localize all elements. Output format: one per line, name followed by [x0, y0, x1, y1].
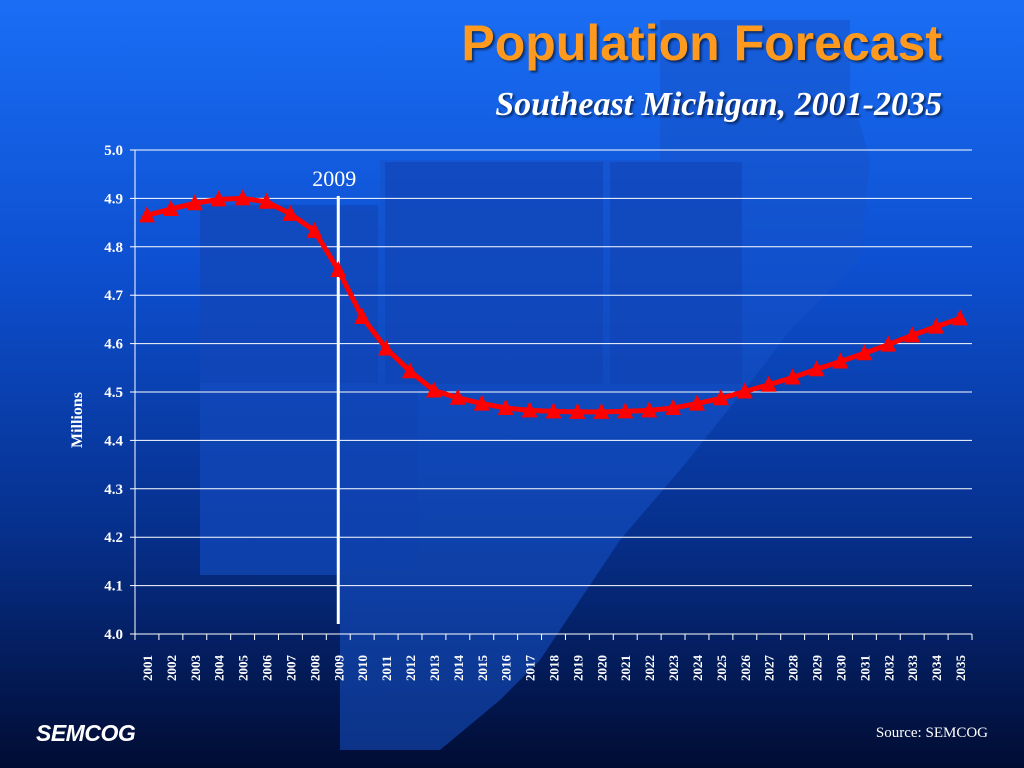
data-point-2003	[186, 194, 203, 211]
county-block	[610, 162, 742, 384]
y-tick-label: 4.3	[104, 482, 123, 498]
x-tick-label: 2030	[833, 655, 848, 681]
x-tick-label: 2032	[881, 655, 896, 681]
y-tick-label: 4.9	[104, 191, 123, 207]
x-tick-label: 2002	[164, 655, 179, 681]
data-point-2005	[234, 189, 251, 206]
data-point-2033	[904, 326, 921, 343]
y-tick-label: 4.2	[104, 530, 123, 546]
data-point-2015	[473, 394, 490, 411]
x-tick-label: 2020	[594, 655, 609, 681]
data-point-2031	[856, 344, 873, 361]
county-block	[385, 162, 603, 384]
x-tick-label: 2034	[929, 655, 944, 682]
x-tick-label: 2009	[331, 655, 346, 682]
x-tick-label: 2006	[260, 655, 275, 682]
slide-subtitle: Southeast Michigan, 2001-2035	[495, 86, 942, 123]
y-tick-label: 5.0	[104, 143, 123, 159]
data-point-2017	[521, 401, 538, 418]
data-point-2023	[665, 398, 682, 415]
y-tick-label: 4.7	[104, 288, 123, 304]
x-tick-label: 2010	[355, 655, 370, 681]
x-tick-label: 2033	[905, 655, 920, 682]
x-tick-label: 2005	[236, 655, 251, 682]
slide-title: Population Forecast	[461, 15, 942, 71]
data-point-2027	[760, 375, 777, 392]
x-tick-label: 2012	[403, 655, 418, 681]
x-tick-label: 2031	[857, 655, 872, 681]
data-point-2019	[569, 402, 586, 419]
x-tick-label: 2008	[307, 655, 322, 682]
data-point-2012	[402, 362, 419, 379]
x-tick-label: 2018	[547, 655, 562, 682]
data-point-2006	[258, 192, 275, 209]
x-tick-label: 2013	[427, 655, 442, 682]
x-tick-label: 2021	[618, 655, 633, 681]
y-tick-label: 4.6	[104, 337, 123, 353]
x-tick-label: 2023	[666, 655, 681, 682]
data-point-2009	[330, 261, 347, 278]
data-point-2011	[378, 339, 395, 356]
x-tick-label: 2035	[953, 655, 968, 682]
x-tick-label: 2019	[570, 655, 585, 682]
population-series-line	[146, 195, 961, 415]
x-tick-label: 2024	[690, 655, 705, 682]
data-point-2020	[593, 402, 610, 419]
data-point-2026	[736, 382, 753, 399]
annotation-label-2009: 2009	[312, 166, 356, 191]
data-point-2034	[928, 317, 945, 334]
data-point-2022	[641, 401, 658, 418]
x-tick-label: 2016	[499, 655, 514, 682]
x-tick-label: 2026	[738, 655, 753, 682]
x-tick-label: 2027	[762, 655, 777, 682]
x-tick-label: 2004	[212, 655, 227, 682]
data-point-2010	[354, 307, 371, 324]
x-tick-label: 2014	[451, 655, 466, 682]
data-point-2025	[712, 389, 729, 406]
x-tick-label: 2011	[379, 656, 394, 681]
y-tick-label: 4.0	[104, 627, 123, 643]
x-tick-label: 2007	[283, 655, 298, 682]
semcog-logo: SEMCOG	[36, 720, 136, 746]
x-tick-label: 2003	[188, 655, 203, 682]
y-tick-label: 4.5	[104, 385, 123, 401]
data-point-2002	[162, 200, 179, 217]
x-tick-label: 2015	[475, 655, 490, 682]
data-point-2024	[688, 394, 705, 411]
y-tick-label: 4.8	[104, 240, 123, 256]
x-tick-label: 2022	[642, 655, 657, 681]
data-point-2004	[210, 190, 227, 207]
x-tick-label: 2017	[523, 655, 538, 682]
data-point-2007	[282, 204, 299, 221]
county-block	[200, 390, 418, 570]
data-point-2018	[545, 402, 562, 419]
x-tick-label: 2001	[140, 655, 155, 681]
x-tick-label: 2028	[786, 655, 801, 682]
data-point-2014	[449, 388, 466, 405]
y-axis-title: Millions	[69, 392, 86, 448]
data-point-2029	[808, 360, 825, 377]
data-point-2030	[832, 352, 849, 369]
data-point-2008	[306, 221, 323, 238]
y-tick-label: 4.4	[104, 433, 123, 449]
x-tick-label: 2025	[714, 655, 729, 682]
data-point-2035	[952, 309, 969, 326]
data-point-2016	[497, 398, 514, 415]
data-point-2013	[425, 381, 442, 398]
data-point-2021	[617, 402, 634, 419]
data-point-2028	[784, 368, 801, 385]
data-point-2032	[880, 335, 897, 352]
data-point-2001	[138, 206, 155, 223]
x-tick-label: 2029	[810, 655, 825, 682]
y-tick-label: 4.1	[104, 579, 123, 595]
source-note: Source: SEMCOG	[875, 725, 988, 741]
